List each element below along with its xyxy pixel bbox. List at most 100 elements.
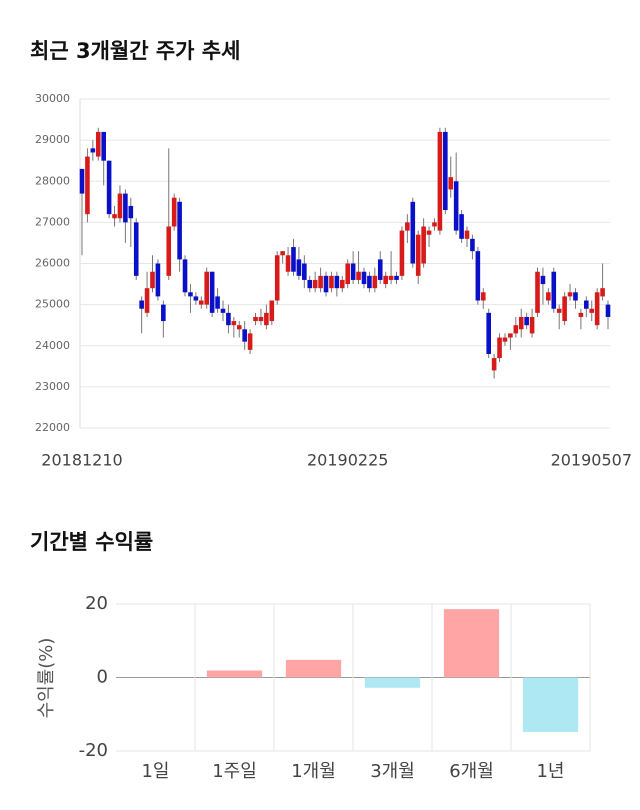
candle-body: [589, 308, 595, 313]
candle-body: [95, 131, 101, 157]
candle-body: [85, 156, 90, 215]
candle-body: [437, 131, 443, 231]
candle-body: [155, 263, 161, 297]
candle-body: [166, 226, 172, 276]
candle-body: [405, 222, 410, 231]
candle-body: [171, 197, 177, 227]
bar: [443, 609, 500, 678]
candle-body: [567, 292, 573, 297]
candle-body: [578, 312, 584, 317]
candle-body: [112, 214, 117, 219]
candle-body: [443, 131, 448, 211]
x-tick-label: 20190225: [307, 451, 388, 470]
candle-body: [236, 325, 242, 330]
candle-body: [486, 312, 492, 354]
candle-body: [540, 275, 546, 285]
candle-body: [258, 316, 264, 322]
candle-body: [323, 275, 329, 293]
candle-body: [318, 275, 323, 289]
candle-body: [605, 304, 611, 317]
y-tick-label: -20: [79, 740, 108, 761]
candle-body: [345, 263, 351, 285]
candle-body: [475, 251, 481, 301]
candle-body: [139, 300, 144, 309]
y-tick-label: 30000: [35, 92, 70, 105]
candle-body: [285, 255, 291, 272]
candle-body: [524, 316, 529, 326]
candle-body: [117, 193, 123, 219]
candle-body: [394, 275, 399, 280]
candle-body: [502, 337, 508, 342]
candle-body: [388, 275, 394, 280]
candle-body: [453, 181, 459, 231]
y-tick-label: 20: [85, 593, 108, 614]
candle-body: [253, 316, 258, 322]
candle-body: [448, 177, 454, 190]
candle-body: [491, 358, 497, 371]
x-tick-label: 1년: [536, 761, 564, 782]
candle-body: [312, 279, 318, 289]
candle-body: [106, 160, 112, 215]
candle-body: [296, 259, 302, 276]
candle-body: [209, 271, 215, 313]
candle-body: [513, 325, 519, 334]
candle-body: [529, 316, 535, 334]
y-tick-label: 26000: [35, 257, 70, 270]
candle-body: [383, 275, 388, 285]
chart-title: 기간별 수익률: [30, 530, 153, 554]
candle-body: [161, 304, 166, 322]
chart-title: 최근 3개월간 주가 추세: [30, 39, 240, 63]
x-tick-label: 20181210: [41, 451, 122, 470]
candle-body: [339, 279, 345, 289]
candle-body: [204, 271, 210, 305]
candle-body: [459, 214, 464, 239]
x-tick-label: 1일: [141, 761, 169, 782]
x-tick-label: 6개월: [449, 761, 494, 782]
candle-body: [220, 308, 226, 313]
candle-body: [133, 222, 139, 276]
candle-body: [600, 288, 605, 297]
candle-body: [150, 271, 155, 289]
candle-body: [556, 308, 562, 313]
candle-body: [562, 296, 567, 322]
candle-body: [177, 201, 182, 260]
y-tick-label: 0: [97, 667, 108, 688]
candle-body: [399, 230, 405, 276]
bar: [206, 670, 263, 678]
candle-body: [101, 131, 106, 161]
candle-body: [123, 193, 128, 223]
bar: [364, 677, 421, 688]
candle-body: [264, 312, 269, 326]
candle-body: [274, 255, 280, 301]
bar: [285, 659, 342, 678]
candle-body: [231, 321, 237, 326]
y-axis-title: 수익률(%): [36, 638, 57, 719]
y-tick-label: 28000: [35, 174, 70, 187]
candle-body: [128, 205, 134, 219]
y-tick-label: 23000: [35, 380, 70, 393]
candle-body: [90, 148, 96, 153]
candle-body: [193, 296, 199, 301]
x-tick-label: 3개월: [370, 761, 415, 782]
candle-body: [594, 292, 600, 326]
candle-body: [377, 259, 383, 280]
candle-body: [334, 275, 340, 289]
candle-body: [518, 316, 524, 330]
candle-body: [551, 271, 557, 309]
candle-body: [464, 230, 470, 239]
x-tick-label: 20190507: [551, 451, 632, 470]
candle-body: [480, 292, 486, 301]
candle-body: [329, 275, 334, 289]
candle-body: [367, 275, 372, 289]
y-tick-label: 27000: [35, 215, 70, 228]
candle-body: [546, 292, 551, 301]
y-tick-label: 24000: [35, 339, 70, 352]
candle-body: [247, 333, 253, 350]
candle-body: [226, 312, 231, 326]
candle-body: [215, 296, 220, 309]
candle-body: [280, 251, 285, 256]
candle-body: [79, 168, 85, 194]
candle-body: [573, 292, 578, 301]
candle-body: [182, 259, 188, 293]
